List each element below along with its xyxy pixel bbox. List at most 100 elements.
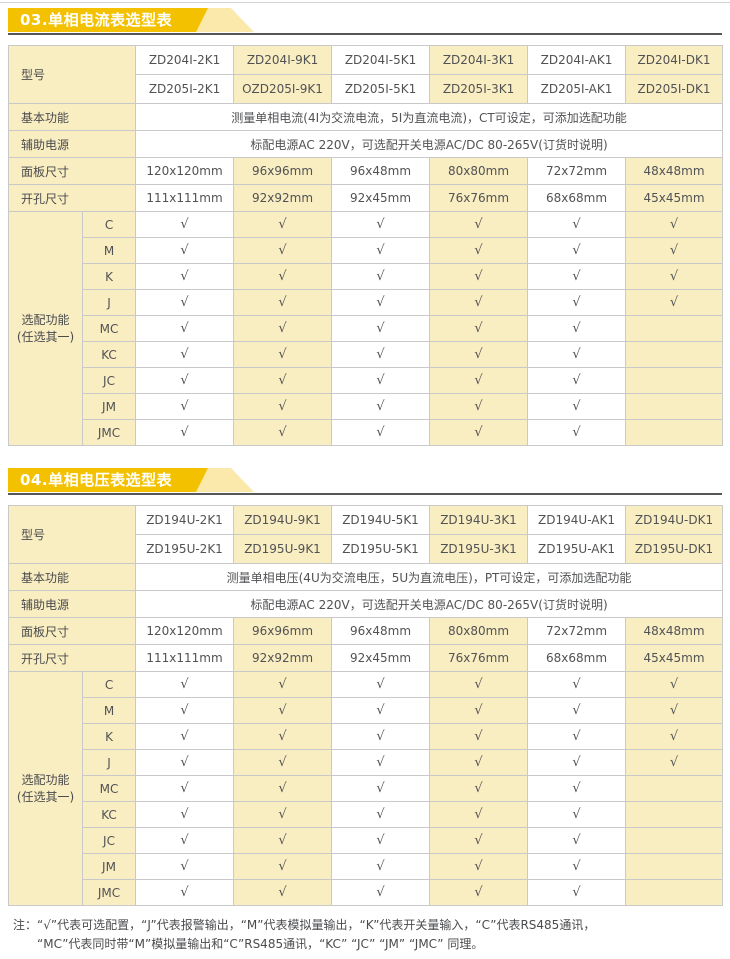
model-cell: ZD194U-9K1 — [233, 505, 333, 535]
panel-size-cell: 120x120mm — [135, 617, 235, 645]
check-cell: √ — [429, 341, 529, 368]
option-row: JC √ √ √ √ √ — [9, 827, 724, 854]
model-row: ZD205I-2K1 OZD205I-9K1 ZD205I-5K1 ZD205I-3K… — [9, 74, 724, 104]
empty-cell — [625, 393, 724, 420]
check-cell: √ — [233, 315, 333, 342]
option-row: J √ √ √ √ √ √ — [9, 289, 724, 316]
check-cell: √ — [527, 237, 627, 264]
model-cell: ZD195U-DK1 — [625, 534, 724, 564]
check-cell: √ — [233, 237, 333, 264]
model-cell: ZD205I-5K1 — [331, 74, 431, 104]
check-cell: √ — [135, 827, 235, 854]
option-code-cell: C — [81, 671, 137, 698]
model-cell: ZD205I-2K1 — [135, 74, 235, 104]
option-code-cell: JMC — [81, 419, 137, 446]
check-cell: √ — [527, 697, 627, 724]
optional-group-label-line2: (任选其一) — [16, 329, 75, 344]
row-label-panel-size: 面板尺寸 — [7, 157, 137, 185]
check-cell: √ — [331, 723, 431, 750]
selection-table-section: 03.单相电流表选型表 型号 ZD204I-2K1 ZD204I-9K1 ZD204I-… — [0, 8, 730, 446]
check-cell: √ — [331, 801, 431, 828]
model-cell: ZD204I-3K1 — [429, 45, 529, 75]
option-row: JMC √ √ √ √ √ — [9, 419, 724, 446]
cutout-size-cell: 92x92mm — [233, 184, 333, 212]
check-cell: √ — [527, 289, 627, 316]
aux-power-row: 辅助电源 标配电源AC 220V，可选配开关电源AC/DC 80-265V(订货时… — [7, 130, 724, 158]
option-code-cell: K — [81, 723, 137, 750]
check-cell: √ — [233, 671, 333, 698]
option-row: K √ √ √ √ √ √ — [9, 263, 724, 290]
check-cell: √ — [233, 827, 333, 854]
check-cell: √ — [625, 671, 724, 698]
check-cell: √ — [527, 671, 627, 698]
check-cell: √ — [527, 749, 627, 776]
model-row: 型号 ZD204I-2K1 ZD204I-9K1 ZD204I-5K1 ZD204I-3… — [7, 45, 724, 104]
row-label-aux-power: 辅助电源 — [7, 590, 137, 618]
check-cell: √ — [135, 237, 235, 264]
panel-size-cell: 96x48mm — [331, 157, 431, 185]
basic-function-row: 基本功能 测量单相电流(4I为交流电流，5I为直流电流)，CT可设定，可添加选配功… — [7, 103, 724, 131]
check-cell: √ — [625, 723, 724, 750]
check-cell: √ — [233, 263, 333, 290]
check-cell: √ — [135, 775, 235, 802]
check-cell: √ — [429, 671, 529, 698]
row-label-model: 型号 — [7, 505, 137, 564]
cutout-size-cell: 76x76mm — [429, 184, 529, 212]
check-cell: √ — [527, 723, 627, 750]
row-label-cutout-size: 开孔尺寸 — [7, 184, 137, 212]
check-cell: √ — [527, 393, 627, 420]
option-row: K √ √ √ √ √ √ — [9, 723, 724, 750]
option-row: M √ √ √ √ √ √ — [9, 237, 724, 264]
selection-table: 型号 ZD194U-2K1 ZD194U-9K1 ZD194U-5K1 ZD194U-3… — [7, 505, 724, 906]
cutout-size-cell: 45x45mm — [625, 644, 724, 672]
check-cell: √ — [331, 827, 431, 854]
page-top-divider — [0, 2, 730, 3]
catalog-sections: 03.单相电流表选型表 型号 ZD204I-2K1 ZD204I-9K1 ZD204I-… — [0, 8, 730, 906]
option-code-cell: C — [81, 211, 137, 238]
check-cell: √ — [625, 263, 724, 290]
model-cell: ZD195U-2K1 — [135, 534, 235, 564]
check-cell: √ — [429, 367, 529, 394]
cutout-size-row: 开孔尺寸 111x111mm 92x92mm 92x45mm 76x76mm 68x68m… — [7, 644, 724, 672]
check-cell: √ — [429, 211, 529, 238]
check-cell: √ — [233, 749, 333, 776]
model-cell: ZD204I-9K1 — [233, 45, 333, 75]
cutout-size-cell: 92x45mm — [331, 644, 431, 672]
check-cell: √ — [135, 879, 235, 906]
option-code-cell: JC — [81, 827, 137, 854]
check-cell: √ — [429, 723, 529, 750]
check-cell: √ — [331, 367, 431, 394]
check-cell: √ — [527, 419, 627, 446]
optional-group-label-line2: (任选其一) — [16, 789, 75, 804]
check-cell: √ — [429, 775, 529, 802]
check-cell: √ — [527, 315, 627, 342]
section-banner-row: 04.单相电压表选型表 — [8, 468, 722, 492]
optional-group-label: 选配功能 (任选其一) — [8, 671, 83, 906]
check-cell: √ — [527, 879, 627, 906]
check-cell: √ — [233, 211, 333, 238]
aux-power-value: 标配电源AC 220V，可选配开关电源AC/DC 80-265V(订货时说明) — [135, 590, 724, 618]
check-cell: √ — [429, 263, 529, 290]
option-row: J √ √ √ √ √ √ — [9, 749, 724, 776]
check-cell: √ — [527, 853, 627, 880]
check-cell: √ — [331, 671, 431, 698]
check-cell: √ — [331, 237, 431, 264]
check-cell: √ — [135, 341, 235, 368]
basic-function-value: 测量单相电压(4U为交流电压，5U为直流电压)，PT可设定，可添加选配功能 — [135, 563, 724, 591]
cutout-size-cell: 76x76mm — [429, 644, 529, 672]
empty-cell — [625, 419, 724, 446]
empty-cell — [625, 853, 724, 880]
row-label-aux-power: 辅助电源 — [7, 130, 137, 158]
check-cell: √ — [527, 263, 627, 290]
check-cell: √ — [429, 289, 529, 316]
option-code-cell: JM — [81, 393, 137, 420]
selection-table: 型号 ZD204I-2K1 ZD204I-9K1 ZD204I-5K1 ZD204I-3… — [7, 45, 724, 446]
option-row: 选配功能 (任选其一) C √ √ √ √ √ √ — [8, 671, 724, 906]
check-cell: √ — [331, 749, 431, 776]
model-cell: ZD205I-AK1 — [527, 74, 627, 104]
empty-cell — [625, 367, 724, 394]
check-cell: √ — [233, 801, 333, 828]
model-cell: ZD205I-DK1 — [625, 74, 724, 104]
option-row: JMC √ √ √ √ √ — [9, 879, 724, 906]
row-label-panel-size: 面板尺寸 — [7, 617, 137, 645]
